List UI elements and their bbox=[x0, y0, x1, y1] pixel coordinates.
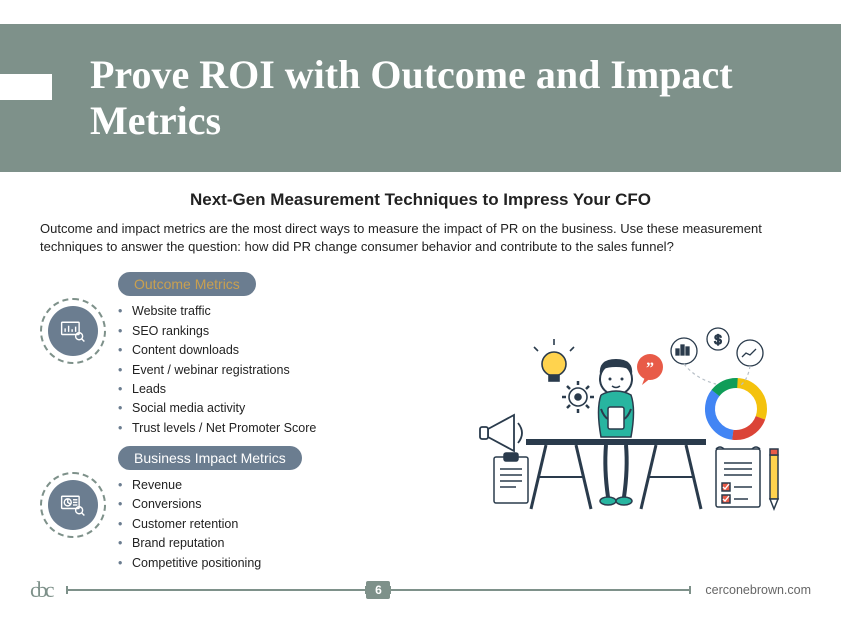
header-notch bbox=[0, 74, 52, 100]
footer-line-right bbox=[389, 589, 691, 591]
page-number: 6 bbox=[366, 581, 390, 599]
list-item: Event / webinar registrations bbox=[118, 361, 316, 380]
list-item: Revenue bbox=[118, 476, 302, 495]
svg-text:”: ” bbox=[646, 360, 654, 377]
impact-label-pill: Business Impact Metrics bbox=[118, 446, 302, 470]
outcome-list: Website traffic SEO rankings Content dow… bbox=[118, 302, 316, 438]
footer-line-left bbox=[66, 589, 368, 591]
list-item: Conversions bbox=[118, 495, 302, 514]
outcome-content: Outcome Metrics Website traffic SEO rank… bbox=[118, 272, 316, 438]
list-item: Leads bbox=[118, 380, 316, 399]
impact-metrics-block: Business Impact Metrics Revenue Conversi… bbox=[40, 446, 421, 573]
bar-chart-magnifier-icon bbox=[48, 306, 98, 356]
outcome-metrics-block: Outcome Metrics Website traffic SEO rank… bbox=[40, 272, 421, 438]
list-item: Competitive positioning bbox=[118, 554, 302, 573]
outcome-icon-wrap bbox=[40, 298, 106, 364]
outcome-label-pill: Outcome Metrics bbox=[118, 272, 256, 296]
workspace-illustration: ” $ bbox=[436, 309, 796, 529]
header-band: Prove ROI with Outcome and Impact Metric… bbox=[0, 24, 841, 172]
list-item: Social media activity bbox=[118, 399, 316, 418]
subtitle: Next-Gen Measurement Techniques to Impre… bbox=[0, 190, 841, 210]
right-column: ” $ bbox=[421, 264, 841, 573]
list-item: Brand reputation bbox=[118, 534, 302, 553]
page-title: Prove ROI with Outcome and Impact Metric… bbox=[90, 52, 821, 144]
impact-list: Revenue Conversions Customer retention B… bbox=[118, 476, 302, 573]
list-item: Trust levels / Net Promoter Score bbox=[118, 419, 316, 438]
logo-mark: cbc bbox=[30, 577, 52, 603]
list-item: Content downloads bbox=[118, 341, 316, 360]
pie-chart-magnifier-icon bbox=[48, 480, 98, 530]
impact-icon-wrap bbox=[40, 472, 106, 538]
content-columns: Outcome Metrics Website traffic SEO rank… bbox=[0, 264, 841, 573]
list-item: Customer retention bbox=[118, 515, 302, 534]
impact-content: Business Impact Metrics Revenue Conversi… bbox=[118, 446, 302, 573]
intro-paragraph: Outcome and impact metrics are the most … bbox=[40, 220, 801, 256]
list-item: SEO rankings bbox=[118, 322, 316, 341]
svg-text:$: $ bbox=[714, 332, 722, 347]
left-column: Outcome Metrics Website traffic SEO rank… bbox=[0, 264, 421, 573]
list-item: Website traffic bbox=[118, 302, 316, 321]
footer: cbc 6 cerconebrown.com bbox=[0, 577, 841, 603]
